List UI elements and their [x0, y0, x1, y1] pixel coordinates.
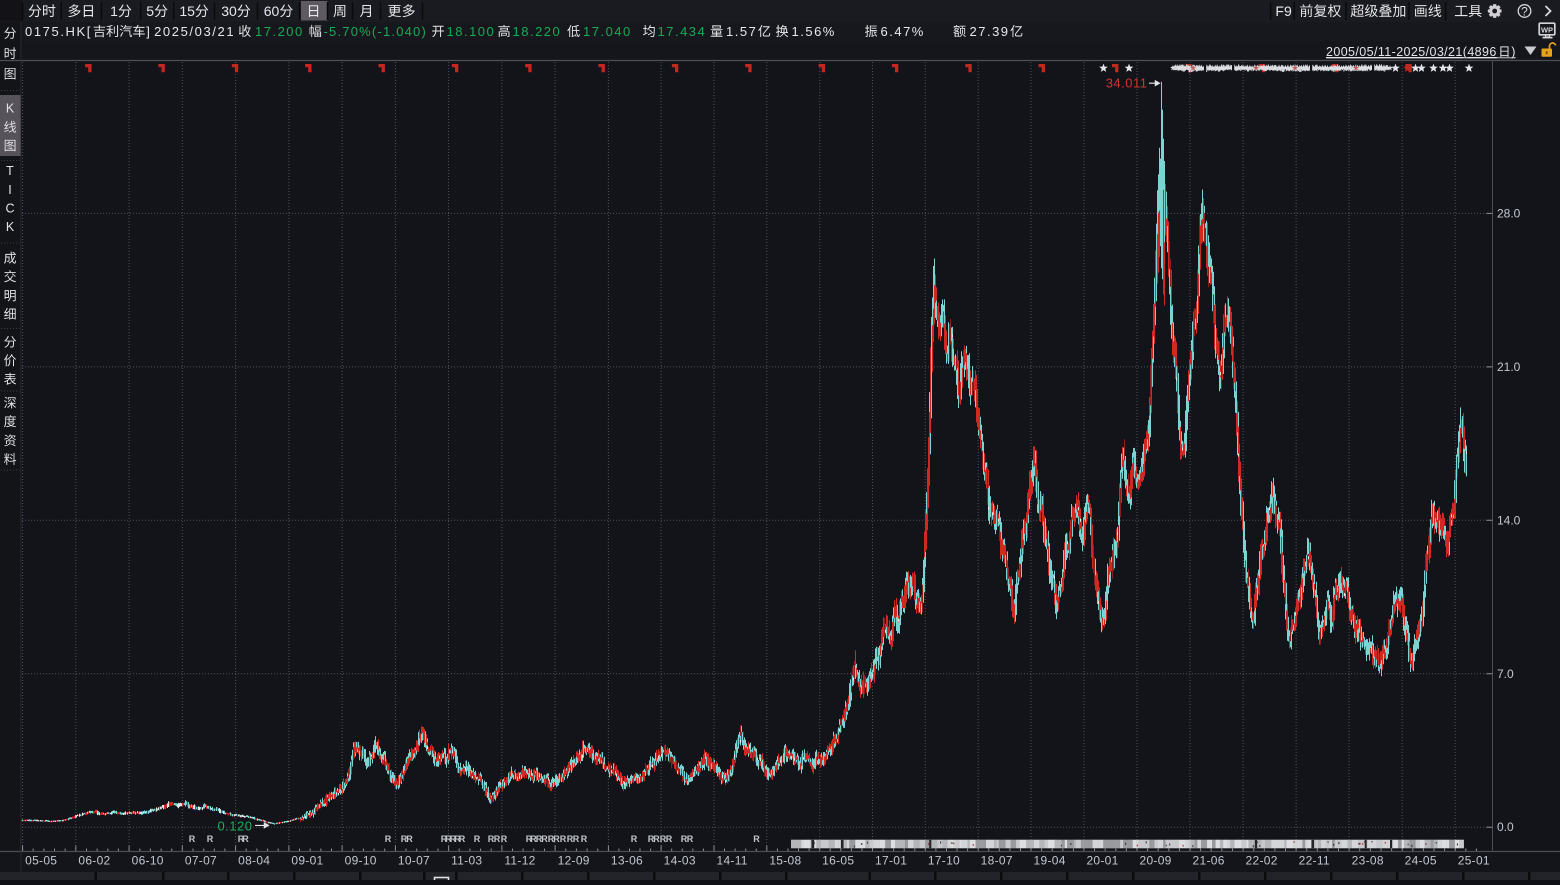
svg-text:27.39: 27.39 [970, 24, 1010, 39]
svg-text:14-03: 14-03 [664, 854, 696, 868]
svg-text:11-03: 11-03 [451, 854, 482, 868]
svg-text:23-08: 23-08 [1352, 854, 1384, 868]
svg-text:R: R [581, 834, 588, 844]
svg-text:16-05: 16-05 [822, 854, 854, 868]
svg-text:K: K [6, 220, 15, 234]
svg-text:R: R [660, 834, 667, 844]
svg-text:28.0: 28.0 [1497, 206, 1521, 220]
svg-text:2025/03/21: 2025/03/21 [154, 24, 235, 39]
svg-text:14-11: 14-11 [716, 854, 747, 868]
svg-text:18-07: 18-07 [981, 854, 1013, 868]
svg-text:R: R [687, 834, 694, 844]
svg-text:-5.70%(-1.040): -5.70%(-1.040) [324, 24, 428, 39]
svg-text:I: I [8, 183, 11, 197]
svg-text:1.57: 1.57 [726, 24, 757, 39]
svg-text:F9: F9 [1275, 3, 1292, 19]
svg-text:5: 5 [146, 3, 154, 19]
svg-text:19-04: 19-04 [1034, 854, 1066, 868]
svg-text:R: R [401, 834, 408, 844]
svg-text:09-10: 09-10 [345, 854, 377, 868]
svg-text:C: C [5, 202, 14, 216]
svg-text:R: R [653, 834, 660, 844]
svg-text:17.200: 17.200 [255, 24, 304, 39]
svg-text:21.0: 21.0 [1497, 360, 1521, 374]
svg-text:17-01: 17-01 [875, 854, 907, 868]
svg-text:R: R [445, 834, 452, 844]
svg-text:6.47%: 6.47% [881, 24, 925, 39]
svg-text:R: R [501, 834, 508, 844]
svg-text:22-11: 22-11 [1299, 854, 1330, 868]
svg-text:20-09: 20-09 [1139, 854, 1171, 868]
svg-text:24-05: 24-05 [1405, 854, 1437, 868]
svg-text:60: 60 [264, 3, 280, 19]
svg-text:R: R [406, 834, 413, 844]
svg-text:R: R [631, 834, 638, 844]
svg-text:06-02: 06-02 [78, 854, 110, 868]
svg-text:R: R [385, 834, 392, 844]
svg-text:11-12: 11-12 [504, 854, 535, 868]
svg-text:R: R [648, 834, 655, 844]
svg-text:1.56%: 1.56% [792, 24, 836, 39]
svg-text:R: R [541, 834, 548, 844]
svg-text:7.0: 7.0 [1497, 667, 1514, 681]
svg-text:05-05: 05-05 [25, 854, 57, 868]
svg-text:34.011: 34.011 [1106, 76, 1148, 91]
svg-text:0.120: 0.120 [217, 819, 252, 834]
svg-text:): ) [1511, 45, 1515, 59]
svg-text:25-01: 25-01 [1458, 854, 1490, 868]
svg-text:R: R [560, 834, 567, 844]
svg-text:20-01: 20-01 [1086, 854, 1118, 868]
svg-text:17-10: 17-10 [928, 854, 960, 868]
svg-text:14.0: 14.0 [1497, 513, 1521, 527]
svg-text:R: R [567, 834, 574, 844]
svg-text:R: R [441, 834, 448, 844]
svg-text:R: R [753, 834, 760, 844]
svg-text:?: ? [1521, 4, 1528, 18]
svg-text:22-02: 22-02 [1246, 854, 1278, 868]
svg-text:30: 30 [221, 3, 237, 19]
svg-text:2005/05/11-2025/03/21(4896: 2005/05/11-2025/03/21(4896 [1326, 45, 1497, 59]
svg-text:R: R [548, 834, 555, 844]
svg-text:R: R [494, 834, 501, 844]
svg-text:0175.HK[: 0175.HK[ [25, 24, 92, 39]
svg-text:21-06: 21-06 [1193, 854, 1225, 868]
svg-text:R: R [459, 834, 466, 844]
svg-text:R: R [488, 834, 495, 844]
svg-text:K: K [6, 101, 15, 115]
svg-text:WP: WP [1541, 26, 1553, 35]
svg-text:R: R [526, 834, 533, 844]
svg-text:R: R [189, 834, 196, 844]
svg-text:07-07: 07-07 [185, 854, 217, 868]
svg-text:R: R [573, 834, 580, 844]
svg-text:17.434: 17.434 [658, 24, 707, 39]
svg-text:06-10: 06-10 [132, 854, 164, 868]
svg-text:13-06: 13-06 [611, 854, 643, 868]
svg-text:R: R [536, 834, 543, 844]
svg-text:R: R [474, 834, 481, 844]
svg-text:10-07: 10-07 [398, 854, 430, 868]
svg-text:T: T [6, 164, 14, 178]
svg-text:R: R [242, 834, 249, 844]
svg-text:17.040: 17.040 [583, 24, 632, 39]
svg-text:R: R [681, 834, 688, 844]
svg-text:R: R [207, 834, 214, 844]
svg-text:]: ] [146, 24, 150, 39]
svg-text:1: 1 [110, 3, 118, 19]
svg-text:R: R [666, 834, 673, 844]
svg-text:12-09: 12-09 [558, 854, 590, 868]
svg-text:08-04: 08-04 [238, 854, 270, 868]
svg-text:15-08: 15-08 [769, 854, 801, 868]
svg-text:18.220: 18.220 [513, 24, 562, 39]
svg-text:15: 15 [179, 3, 195, 19]
svg-text:R: R [450, 834, 457, 844]
svg-text:0.0: 0.0 [1497, 820, 1514, 834]
svg-text:09-01: 09-01 [291, 854, 323, 868]
svg-text:R: R [238, 834, 245, 844]
svg-text:R: R [454, 834, 461, 844]
svg-text:R: R [530, 834, 537, 844]
svg-text:R: R [553, 834, 560, 844]
svg-text:18.100: 18.100 [447, 24, 496, 39]
